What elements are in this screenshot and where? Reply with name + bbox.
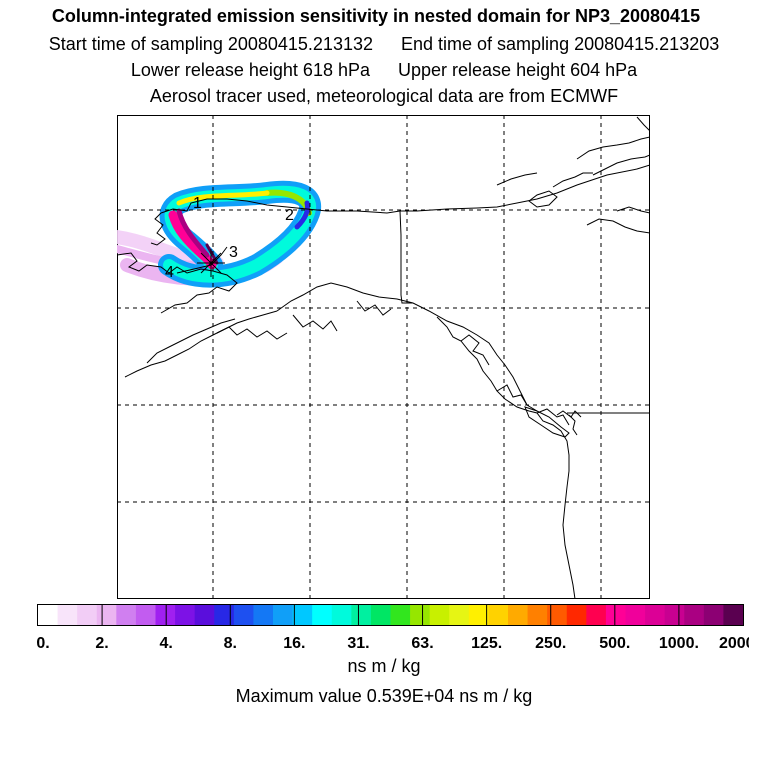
trajectory-label-2: 2 <box>285 207 294 224</box>
start-time: Start time of sampling 20080415.213132 <box>48 34 373 54</box>
color-cell <box>312 605 333 625</box>
color-cell <box>547 605 568 625</box>
color-cell <box>135 605 157 625</box>
color-cell <box>684 605 705 625</box>
color-scale-frame <box>37 604 744 626</box>
color-cell <box>645 605 666 625</box>
receptor-marker <box>197 249 225 277</box>
release-heights: Lower release height 618 hPa Upper releas… <box>0 60 768 81</box>
color-cell <box>155 605 176 625</box>
color-scale-cells <box>38 605 744 625</box>
plot-title: Column-integrated emission sensitivity i… <box>51 6 701 26</box>
color-cell <box>175 605 196 625</box>
color-scale-tick-label: 31. <box>347 635 369 652</box>
color-cell <box>488 605 509 625</box>
color-cell <box>468 605 490 625</box>
trajectory-path <box>176 246 228 274</box>
color-cell <box>429 605 450 625</box>
color-scale-tick-label: 2. <box>95 635 108 652</box>
color-scale-tick-label: 4. <box>160 635 173 652</box>
color-cell <box>77 605 98 625</box>
color-cell <box>233 605 255 625</box>
color-cell <box>586 605 607 625</box>
color-cell <box>508 605 529 625</box>
color-scale-tick-label: 8. <box>224 635 237 652</box>
end-time: End time of sampling 20080415.213203 <box>401 34 720 54</box>
color-cell <box>370 605 392 625</box>
color-cell <box>194 605 215 625</box>
color-scale-tick-label: 250. <box>535 635 566 652</box>
color-scale-tick-label: 0. <box>37 635 50 652</box>
sampling-times: Start time of sampling 20080415.213132 En… <box>0 34 768 55</box>
unit-label: ns m / kg <box>347 656 421 676</box>
color-cell <box>57 605 78 625</box>
lower-release-height: Lower release height 618 hPa <box>130 60 370 80</box>
coastlines <box>117 116 650 599</box>
graticule <box>117 115 650 599</box>
color-cell <box>38 605 59 625</box>
color-cell <box>566 605 587 625</box>
color-cell <box>214 605 235 625</box>
color-cell <box>390 605 411 625</box>
color-scale: 0. 2. 4. 8. 16. 31. 63. 125. 250. 500. 1000. 2000. <box>37 604 749 652</box>
color-scale-tick-label: 125. <box>471 635 502 652</box>
color-cell <box>292 605 313 625</box>
upper-release-height: Upper release height 604 hPa <box>398 60 638 80</box>
color-cell <box>527 605 548 625</box>
color-cell <box>253 605 274 625</box>
color-cell <box>664 605 685 625</box>
color-cell <box>96 605 117 625</box>
color-cell <box>723 605 744 625</box>
color-scale-tick-label: 16. <box>283 635 305 652</box>
tracer-note: Aerosol tracer used, meteorological data… <box>149 86 619 106</box>
color-scale-ticks: 0. 2. 4. 8. 16. 31. 63. 125. 250. 500. 1000. 2000. <box>37 604 749 652</box>
color-cell <box>449 605 470 625</box>
color-cell <box>273 605 294 625</box>
trajectory-label-3: 3 <box>229 244 238 261</box>
color-scale-tick-label: 500. <box>599 635 630 652</box>
max-value-label: Maximum value 0.539E+04 ns m / kg <box>235 686 533 706</box>
color-cell <box>625 605 646 625</box>
color-scale-tick-label: 63. <box>411 635 433 652</box>
color-cell <box>410 605 431 625</box>
color-cell <box>605 605 627 625</box>
color-scale-tick-label: 2000. <box>719 635 749 652</box>
color-cell <box>116 605 137 625</box>
map-panel: 1 2 3 4 <box>117 115 650 599</box>
color-cell <box>351 605 372 625</box>
color-cell <box>703 605 725 625</box>
color-cell <box>331 605 352 625</box>
trajectory-label-4: 4 <box>165 264 174 281</box>
color-scale-tick-label: 1000. <box>659 635 699 652</box>
trajectory-label-1: 1 <box>193 195 202 212</box>
